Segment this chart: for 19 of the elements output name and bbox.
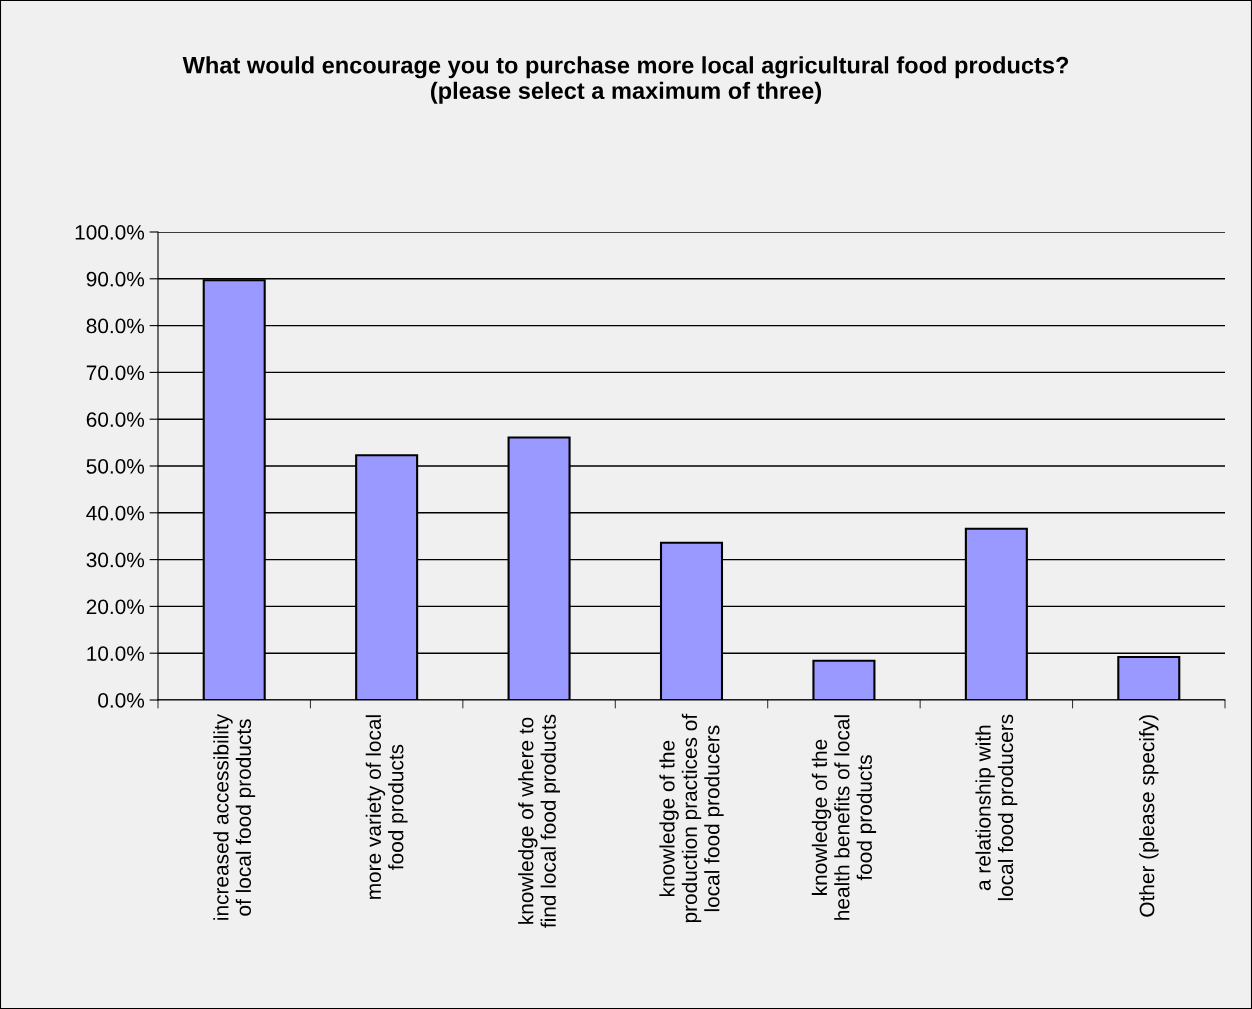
x-tick-label: Other (please specify) [1139,715,1159,917]
chart-title: What would encourage you to purchase more local agricultural food products? (please select a maximum of three) [182,56,1069,104]
y-tick-label: 60.0% [86,412,145,427]
y-tick-label: 40.0% [86,505,145,521]
y-tick-label: 80.0% [86,318,145,334]
x-tick-label: more variety of local food products [365,715,408,899]
x-tick-label: a relationship with local food producers [975,714,1018,901]
y-tick-label: 70.0% [86,365,145,381]
y-tick-label: 30.0% [86,552,145,568]
y-tick-label: 100.0% [75,225,145,240]
y-tick-label: 0.0% [98,693,145,708]
x-tick-label: knowledge of the production practices of local food producers [659,713,724,923]
y-tick-label: 20.0% [86,599,145,615]
y-tick-label: 50.0% [86,459,145,474]
x-tick-label: knowledge of the health benefits of local food products [811,715,877,920]
y-tick-label: 90.0% [86,271,145,287]
x-tick-label: increased accessibility of local food products [213,713,256,920]
x-tick-label: knowledge of where to find local food products [518,714,560,928]
y-tick-label: 10.0% [87,646,145,661]
